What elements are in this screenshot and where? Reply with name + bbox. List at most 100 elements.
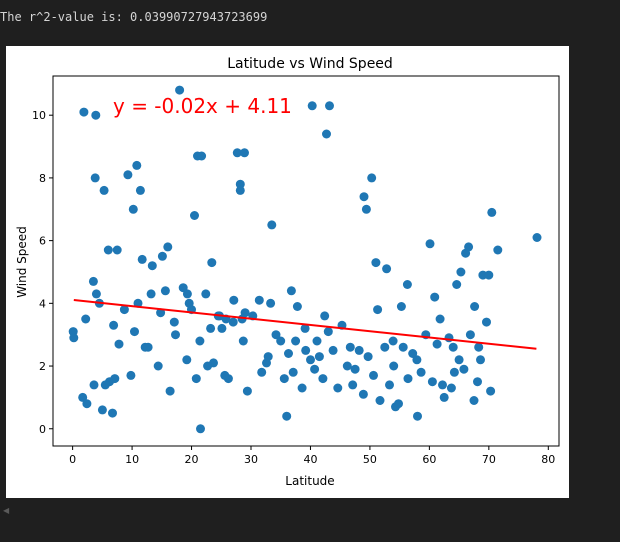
data-point xyxy=(169,317,179,327)
x-tick-label: 50 xyxy=(363,453,377,466)
data-point xyxy=(235,185,245,195)
data-point xyxy=(90,173,100,183)
data-point xyxy=(369,370,378,380)
data-point xyxy=(217,323,227,333)
data-point xyxy=(153,361,163,371)
x-tick-label: 40 xyxy=(303,453,317,466)
data-point xyxy=(301,345,311,355)
data-point xyxy=(79,107,89,117)
data-point xyxy=(292,302,302,311)
data-point xyxy=(203,361,213,371)
horizontal-scrollbar[interactable]: ◀ xyxy=(0,500,620,524)
data-point xyxy=(206,323,216,333)
x-tick-label: 80 xyxy=(541,453,555,466)
data-point xyxy=(465,330,475,340)
data-point xyxy=(156,308,166,318)
data-point xyxy=(235,179,245,189)
data-point xyxy=(487,207,497,217)
data-point xyxy=(430,292,440,302)
scroll-left-icon[interactable]: ◀ xyxy=(3,506,10,515)
data-point xyxy=(380,342,390,352)
data-point xyxy=(284,349,293,358)
data-point xyxy=(266,298,276,308)
scatter-chart: Latitude vs Wind Speed y = -0.02x + 4.11… xyxy=(15,56,560,488)
data-point xyxy=(459,364,469,374)
data-point xyxy=(473,377,482,387)
data-point xyxy=(449,367,459,377)
data-point xyxy=(91,289,101,299)
data-point xyxy=(307,101,317,111)
data-point xyxy=(396,302,406,311)
data-point xyxy=(427,377,437,387)
points-layer xyxy=(68,85,542,434)
data-point xyxy=(267,220,277,230)
data-point xyxy=(469,396,479,405)
data-point xyxy=(361,204,371,214)
data-point xyxy=(403,374,413,384)
data-point xyxy=(132,160,142,170)
data-point xyxy=(359,192,369,202)
y-axis-label: Wind Speed xyxy=(15,226,29,298)
data-point xyxy=(286,286,296,296)
data-point xyxy=(342,361,352,371)
data-point xyxy=(318,374,328,384)
data-point xyxy=(201,289,211,299)
data-point xyxy=(371,258,381,268)
data-point xyxy=(416,367,426,377)
data-point xyxy=(108,408,117,418)
data-point xyxy=(493,245,503,255)
data-point xyxy=(171,330,180,340)
data-point xyxy=(398,342,408,352)
data-point xyxy=(373,305,383,315)
data-point xyxy=(160,286,170,296)
data-point xyxy=(456,267,466,277)
data-point xyxy=(388,336,398,346)
data-point xyxy=(103,245,113,255)
regression-equation: y = -0.02x + 4.11 xyxy=(113,94,292,118)
data-point xyxy=(328,345,338,355)
data-point xyxy=(109,320,119,330)
data-point xyxy=(126,370,136,380)
data-point xyxy=(190,211,199,220)
data-point xyxy=(130,327,139,337)
data-point xyxy=(358,389,368,399)
output-text: The r^2-value is: 0.03990727943723699 xyxy=(0,10,268,24)
data-point xyxy=(412,355,422,365)
data-point xyxy=(254,295,264,305)
data-point xyxy=(367,173,377,183)
data-point xyxy=(69,333,79,343)
data-point xyxy=(413,411,422,421)
data-point xyxy=(229,295,239,305)
data-point xyxy=(333,383,343,393)
y-tick-label: 8 xyxy=(39,172,46,185)
data-point xyxy=(425,239,435,249)
plot-frame xyxy=(52,75,560,447)
data-point xyxy=(288,367,298,377)
data-point xyxy=(454,355,464,365)
data-point xyxy=(282,411,292,421)
data-point xyxy=(452,280,462,289)
data-point xyxy=(165,386,175,396)
data-point xyxy=(306,355,315,365)
data-point xyxy=(220,370,230,380)
data-point xyxy=(297,383,307,393)
data-point xyxy=(137,254,147,264)
data-point xyxy=(100,380,110,390)
data-point xyxy=(476,355,485,365)
data-point xyxy=(300,323,310,333)
data-point xyxy=(128,204,138,214)
data-point xyxy=(147,261,157,271)
data-point xyxy=(82,399,92,409)
data-point xyxy=(474,342,484,352)
data-point xyxy=(207,258,217,268)
data-point xyxy=(89,380,99,390)
data-point xyxy=(178,283,188,293)
data-point xyxy=(114,339,124,349)
data-point xyxy=(184,298,194,308)
data-point xyxy=(88,276,98,286)
data-point xyxy=(195,336,205,346)
x-axis-label: Latitude xyxy=(285,474,334,488)
data-point xyxy=(143,342,153,352)
y-tick-label: 0 xyxy=(39,423,46,436)
data-point xyxy=(91,110,101,120)
